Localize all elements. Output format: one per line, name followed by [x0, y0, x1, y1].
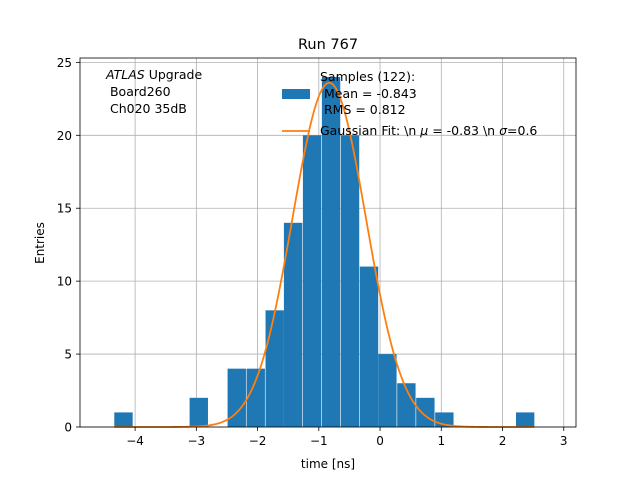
annotation-line-2: Board260 — [106, 84, 171, 99]
x-axis-ticks: −4 −3 −2 −1 0 1 2 3 — [126, 427, 568, 448]
histogram-bar — [515, 412, 535, 427]
x-tick-label: −3 — [187, 434, 205, 448]
chart-title: Run 767 — [298, 37, 358, 53]
x-tick-label: 0 — [376, 434, 384, 448]
histogram-bar — [227, 368, 246, 427]
histogram-bar — [416, 397, 435, 427]
legend: Samples (122): Mean = -0.843 RMS = 0.812… — [282, 69, 537, 138]
histogram-bar — [378, 354, 397, 427]
legend-samples-line-3: RMS = 0.812 — [320, 102, 406, 117]
histogram-bar — [283, 222, 303, 427]
plot-frame — [79, 57, 577, 428]
y-axis-label: Entries — [33, 222, 47, 264]
x-axis-label: time [ns] — [301, 457, 355, 471]
legend-fit-text: Gaussian Fit: \n — [320, 123, 420, 138]
legend-fit-text: = -0.83 \n — [428, 123, 499, 138]
x-tick-label: −2 — [249, 434, 267, 448]
histogram-bar — [302, 135, 322, 427]
legend-fit-label: Gaussian Fit: \n μ = -0.83 \n σ=0.6 — [320, 123, 537, 138]
annotation-text: ATLAS Upgrade Board260 Ch020 35dB — [105, 67, 202, 116]
legend-samples-line-1: Samples (122): — [320, 69, 415, 84]
y-axis-ticks: 0 5 10 15 20 25 — [57, 56, 80, 435]
x-tick-label: −1 — [310, 434, 328, 448]
y-tick-label: 0 — [64, 421, 72, 435]
y-tick-label: 25 — [57, 56, 72, 70]
x-tick-label: 2 — [499, 434, 507, 448]
histogram-bar — [359, 266, 379, 427]
y-tick-label: 15 — [57, 202, 72, 216]
legend-greek-symbol: μ — [419, 123, 428, 138]
y-tick-label: 10 — [57, 275, 72, 289]
histogram-bar — [265, 310, 284, 427]
histogram-bar — [114, 412, 133, 427]
histogram-bar — [189, 397, 208, 427]
histogram-bars — [114, 76, 535, 427]
legend-samples-line-2: Mean = -0.843 — [320, 86, 417, 101]
y-tick-label: 20 — [57, 129, 72, 143]
histogram-bar — [340, 135, 360, 427]
annotation-line-3: Ch020 35dB — [106, 101, 187, 116]
x-tick-label: 1 — [437, 434, 445, 448]
annotation-line-1: ATLAS Upgrade — [105, 67, 202, 82]
legend-fit-text: =0.6 — [507, 123, 537, 138]
legend-greek-symbol: σ — [499, 123, 508, 138]
y-tick-label: 5 — [64, 348, 72, 362]
histogram-bar — [246, 368, 265, 427]
annotation-atlas: ATLAS — [105, 67, 145, 82]
histogram-bar — [321, 76, 341, 427]
x-tick-label: −4 — [126, 434, 144, 448]
histogram-bar — [397, 383, 416, 427]
legend-histogram-swatch — [282, 89, 310, 99]
x-tick-label: 3 — [560, 434, 568, 448]
annotation-upgrade: Upgrade — [145, 67, 203, 82]
